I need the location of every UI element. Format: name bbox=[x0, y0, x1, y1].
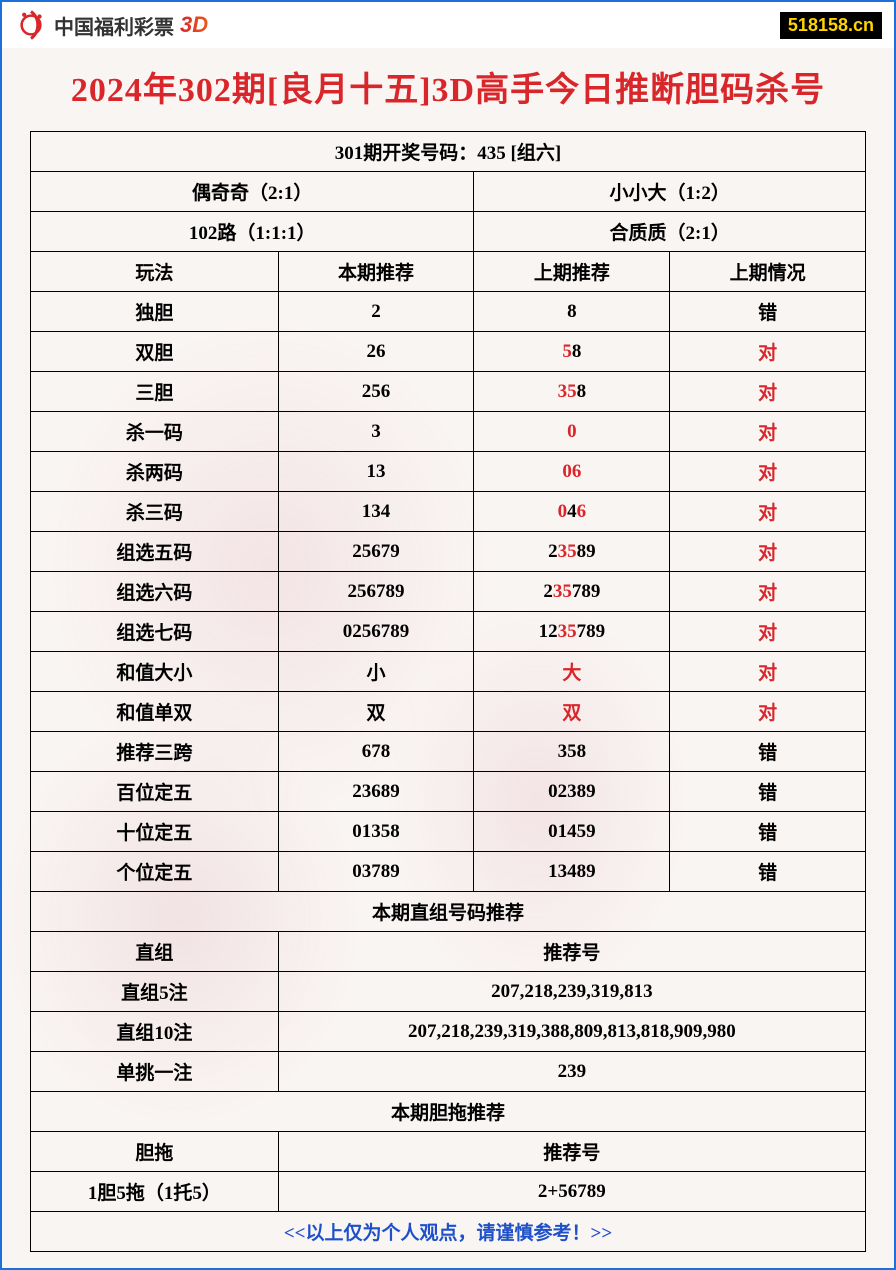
summary-row: 偶奇奇（2:1）小小大（1:2） bbox=[31, 172, 866, 212]
winning-number-row: 301期开奖号码：435 [组六] bbox=[31, 132, 866, 172]
data-row: 和值单双双双对 bbox=[31, 692, 866, 732]
data-row: 十位定五0135801459错 bbox=[31, 812, 866, 852]
data-row: 推荐三跨678358错 bbox=[31, 732, 866, 772]
recommend-row: 直组5注207,218,239,319,813 bbox=[31, 972, 866, 1012]
data-row: 三胆256358对 bbox=[31, 372, 866, 412]
data-row: 杀两码1306对 bbox=[31, 452, 866, 492]
data-row: 和值大小小大对 bbox=[31, 652, 866, 692]
logo-3d: 3D bbox=[180, 12, 208, 38]
summary-row: 102路（1:1:1）合质质（2:1） bbox=[31, 212, 866, 252]
section-header-row: 本期胆拖推荐 bbox=[31, 1092, 866, 1132]
data-row: 组选五码2567923589对 bbox=[31, 532, 866, 572]
header-bar: 中国福利彩票 3D 518158.cn bbox=[2, 2, 894, 48]
logo-text: 中国福利彩票 bbox=[54, 11, 174, 40]
column-header-row: 玩法本期推荐上期推荐上期情况 bbox=[31, 252, 866, 292]
section-col-row: 胆拖推荐号 bbox=[31, 1132, 866, 1172]
lottery-logo-icon bbox=[14, 8, 48, 42]
recommend-row: 1胆5拖（1托5）2+56789 bbox=[31, 1172, 866, 1212]
website-badge: 518158.cn bbox=[780, 12, 882, 39]
prediction-table: 301期开奖号码：435 [组六]偶奇奇（2:1）小小大（1:2）102路（1:… bbox=[30, 131, 866, 1252]
recommend-row: 单挑一注239 bbox=[31, 1052, 866, 1092]
data-row: 组选七码02567891235789对 bbox=[31, 612, 866, 652]
data-row: 杀一码30对 bbox=[31, 412, 866, 452]
logo-section: 中国福利彩票 3D bbox=[14, 8, 208, 42]
data-row: 组选六码256789235789对 bbox=[31, 572, 866, 612]
footer-row: <<以上仅为个人观点，请谨慎参考！>> bbox=[31, 1212, 866, 1252]
section-col-row: 直组推荐号 bbox=[31, 932, 866, 972]
data-row: 杀三码134046对 bbox=[31, 492, 866, 532]
section-header-row: 本期直组号码推荐 bbox=[31, 892, 866, 932]
data-row: 独胆28错 bbox=[31, 292, 866, 332]
data-row: 百位定五2368902389错 bbox=[31, 772, 866, 812]
data-row: 个位定五0378913489错 bbox=[31, 852, 866, 892]
page-title: 2024年302期[良月十五]3D高手今日推断胆码杀号 bbox=[2, 48, 894, 131]
data-row: 双胆2658对 bbox=[31, 332, 866, 372]
recommend-row: 直组10注207,218,239,319,388,809,813,818,909… bbox=[31, 1012, 866, 1052]
